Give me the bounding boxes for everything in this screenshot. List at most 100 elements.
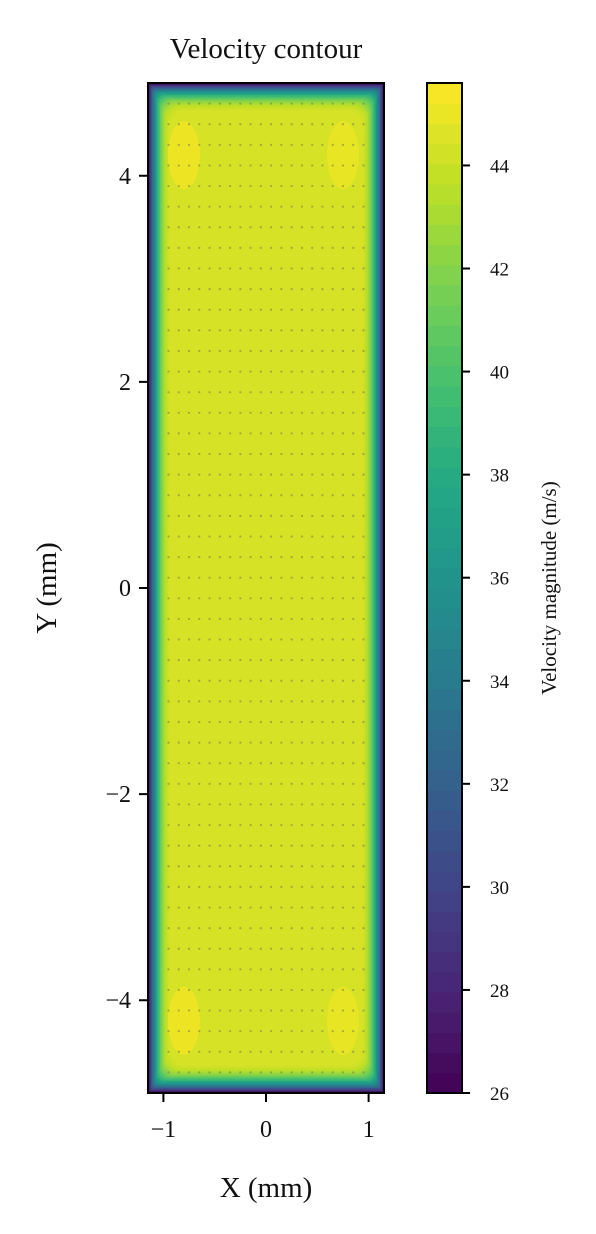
colorbar-level	[427, 466, 462, 488]
measurement-point	[331, 411, 334, 414]
measurement-point	[259, 659, 262, 662]
measurement-point	[341, 947, 345, 950]
measurement-point	[259, 741, 262, 744]
measurement-point	[208, 906, 211, 909]
measurement-point	[239, 411, 242, 414]
measurement-point	[331, 720, 334, 724]
measurement-point	[167, 844, 170, 847]
measurement-point	[228, 741, 232, 744]
measurement-point	[341, 1071, 345, 1074]
measurement-point	[300, 164, 304, 167]
measurement-point	[300, 844, 304, 847]
measurement-point	[311, 741, 314, 744]
measurement-point	[311, 700, 314, 703]
measurement-point	[362, 988, 365, 992]
measurement-point	[167, 659, 170, 662]
measurement-point	[270, 741, 273, 744]
measurement-point	[208, 617, 211, 621]
measurement-point	[362, 700, 365, 703]
measurement-point	[341, 288, 345, 291]
measurement-point	[218, 123, 221, 126]
colorbar-level	[427, 325, 462, 347]
measurement-point	[331, 638, 334, 641]
measurement-point	[321, 576, 324, 579]
measurement-point	[239, 1050, 242, 1053]
measurement-point	[228, 679, 232, 682]
measurement-point	[177, 123, 180, 126]
measurement-point	[239, 143, 242, 146]
measurement-point	[321, 1009, 324, 1012]
measurement-point	[198, 267, 201, 270]
measurement-point	[198, 349, 201, 353]
measurement-point	[300, 349, 304, 353]
colorbar-level	[427, 769, 462, 791]
measurement-point	[177, 741, 180, 744]
measurement-point	[352, 288, 355, 291]
measurement-point	[249, 679, 252, 682]
measurement-point	[341, 391, 345, 394]
measurement-point	[270, 391, 273, 394]
measurement-point	[270, 906, 273, 909]
measurement-point	[300, 494, 304, 497]
measurement-point	[352, 308, 355, 311]
measurement-point	[270, 700, 273, 703]
measurement-point	[280, 205, 283, 208]
measurement-point	[228, 865, 232, 868]
measurement-point	[341, 1009, 345, 1012]
measurement-point	[177, 576, 180, 579]
measurement-point	[290, 452, 293, 456]
measurement-point	[362, 349, 365, 353]
measurement-point	[331, 927, 334, 930]
measurement-point	[208, 700, 211, 703]
measurement-point	[249, 555, 252, 559]
measurement-point	[311, 370, 314, 373]
measurement-point	[218, 679, 221, 682]
measurement-point	[249, 1050, 252, 1053]
measurement-point	[228, 803, 232, 806]
measurement-point	[311, 823, 314, 827]
measurement-point	[249, 1030, 252, 1033]
measurement-point	[280, 123, 283, 126]
measurement-point	[311, 906, 314, 909]
measurement-point	[362, 865, 365, 868]
measurement-point	[331, 164, 334, 167]
measurement-point	[280, 597, 283, 600]
measurement-point	[228, 576, 232, 579]
measurement-point	[311, 226, 314, 229]
measurement-point	[187, 597, 191, 600]
measurement-point	[352, 370, 355, 373]
measurement-point	[259, 308, 262, 311]
measurement-point	[270, 1071, 273, 1074]
measurement-point	[198, 102, 201, 105]
measurement-point	[270, 267, 273, 270]
measurement-point	[280, 700, 283, 703]
measurement-point	[352, 782, 355, 785]
measurement-point	[239, 823, 242, 827]
measurement-point	[167, 865, 170, 868]
measurement-point	[249, 164, 252, 167]
contour-plot-area	[148, 83, 384, 1093]
colorbar-level	[427, 608, 462, 629]
measurement-point	[259, 473, 262, 476]
measurement-point	[177, 968, 180, 971]
measurement-point	[208, 164, 211, 167]
measurement-point	[239, 1071, 242, 1074]
measurement-point	[218, 267, 221, 270]
measurement-point	[198, 329, 201, 332]
measurement-point	[341, 988, 345, 992]
colorbar-level	[427, 163, 462, 185]
measurement-point	[239, 659, 242, 662]
measurement-point	[331, 885, 334, 888]
measurement-point	[167, 1050, 170, 1053]
measurement-point	[290, 927, 293, 930]
measurement-point	[208, 679, 211, 682]
measurement-point	[228, 638, 232, 641]
measurement-point	[321, 659, 324, 662]
measurement-point	[218, 659, 221, 662]
measurement-point	[290, 1071, 293, 1074]
measurement-point	[187, 906, 191, 909]
colorbar-level	[427, 123, 462, 145]
measurement-point	[280, 968, 283, 971]
colorbar-tick-label: 36	[490, 569, 509, 590]
measurement-point	[259, 184, 262, 188]
